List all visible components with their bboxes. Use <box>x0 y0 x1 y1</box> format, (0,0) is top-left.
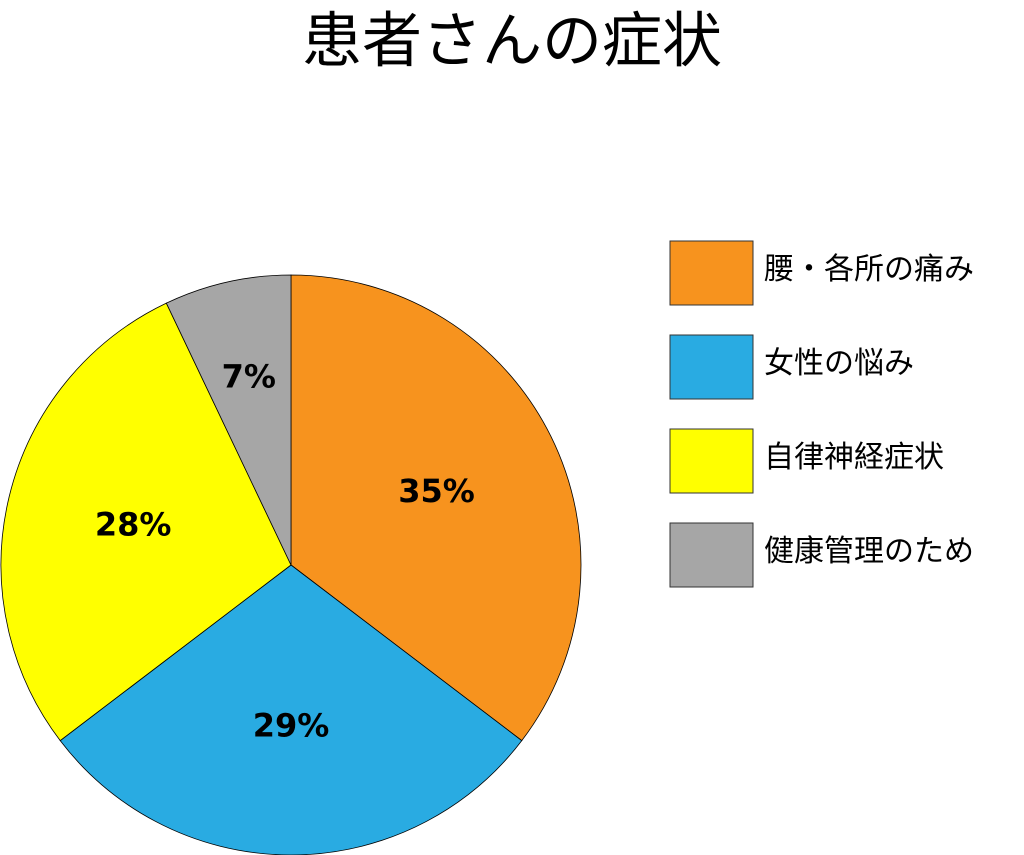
legend-swatch <box>669 522 754 588</box>
legend-label: 腰・各所の痛み <box>764 252 974 287</box>
legend-swatch <box>669 240 754 306</box>
legend-label: 健康管理のため <box>764 534 974 569</box>
legend-swatch <box>669 428 754 494</box>
legend-label: 自律神経症状 <box>764 440 944 475</box>
pie-slice <box>165 274 292 566</box>
pie-slice <box>59 564 523 855</box>
slice-label: 7% <box>222 357 276 395</box>
slice-label: 35% <box>398 472 475 510</box>
legend-label: 女性の悩み <box>764 346 914 381</box>
pie-slice <box>290 274 582 742</box>
slice-label: 28% <box>95 506 172 544</box>
legend-swatch <box>669 334 754 400</box>
chart-title: 患者さんの症状 <box>302 7 722 77</box>
slice-label: 29% <box>253 706 330 744</box>
pie-slice <box>0 302 292 742</box>
